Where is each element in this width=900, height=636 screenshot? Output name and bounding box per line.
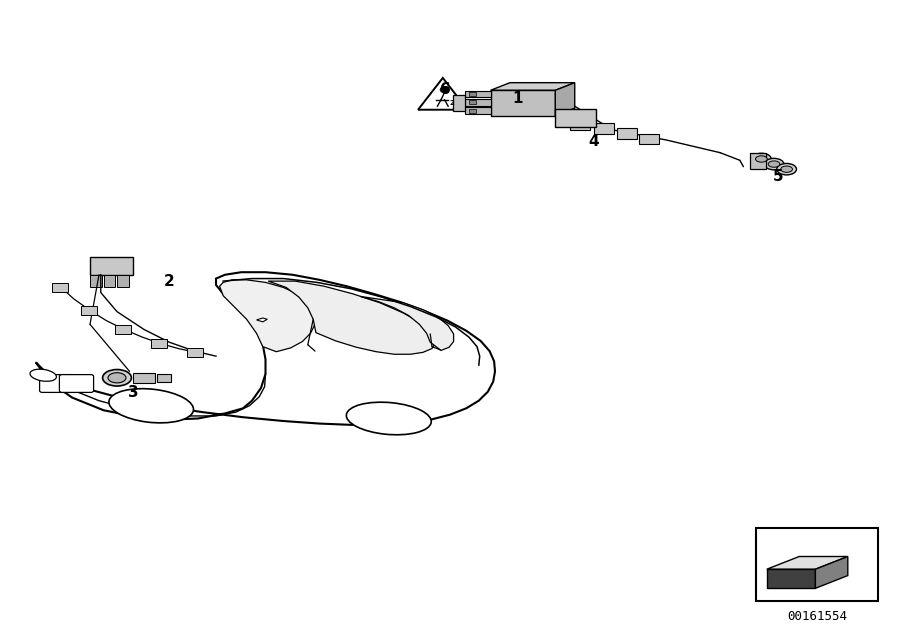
Bar [133,373,155,383]
Bar [90,257,133,275]
Bar [151,339,167,348]
Text: 6: 6 [440,81,451,97]
Bar [117,275,129,287]
Polygon shape [465,107,491,114]
Ellipse shape [752,153,771,165]
Bar [594,123,614,134]
Bar [81,306,97,315]
Polygon shape [491,90,555,116]
Bar [469,92,476,96]
Ellipse shape [108,373,126,383]
Bar [52,283,68,292]
Ellipse shape [109,389,194,423]
Ellipse shape [764,158,784,170]
Text: 3: 3 [128,385,139,400]
Text: 5: 5 [773,169,784,184]
Polygon shape [555,83,575,116]
Text: 2: 2 [450,100,454,106]
Circle shape [440,86,449,93]
Bar [115,325,131,334]
Ellipse shape [103,370,131,386]
Polygon shape [268,281,436,354]
FancyBboxPatch shape [40,375,74,392]
Polygon shape [815,556,848,588]
Text: 4: 4 [589,134,599,149]
Polygon shape [220,280,315,352]
Bar [157,374,171,382]
Bar [639,134,659,144]
Polygon shape [36,272,495,425]
Polygon shape [555,109,596,127]
Ellipse shape [755,156,767,162]
Bar [756,528,878,601]
Bar [90,275,102,287]
Bar [750,153,766,169]
FancyBboxPatch shape [59,375,94,392]
Ellipse shape [346,402,431,435]
Ellipse shape [777,163,797,175]
Bar [104,275,115,287]
Ellipse shape [781,166,793,172]
Polygon shape [491,83,575,90]
Polygon shape [465,91,491,97]
Ellipse shape [768,161,779,167]
Polygon shape [360,296,454,350]
Bar [469,109,476,113]
Text: 2: 2 [164,273,175,289]
Bar [617,128,637,139]
Polygon shape [465,99,491,106]
Ellipse shape [30,369,57,382]
Polygon shape [453,95,465,111]
Text: 1: 1 [512,91,523,106]
Bar [570,120,590,130]
Text: 00161554: 00161554 [787,611,847,623]
Bar [187,348,203,357]
Polygon shape [256,318,267,322]
Polygon shape [418,78,468,109]
Polygon shape [767,556,848,569]
Bar [469,100,476,104]
Polygon shape [767,569,815,588]
